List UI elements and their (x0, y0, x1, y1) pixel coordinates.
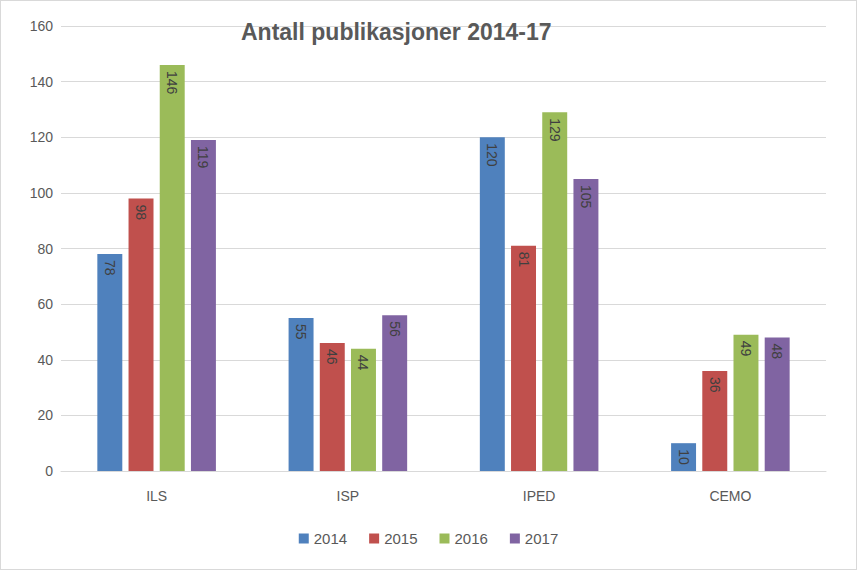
svg-text:120: 120 (30, 129, 54, 145)
svg-text:2015: 2015 (384, 530, 417, 547)
svg-text:78: 78 (102, 260, 118, 276)
svg-text:60: 60 (37, 296, 53, 312)
svg-text:CEMO: CEMO (709, 488, 751, 504)
svg-text:46: 46 (324, 349, 340, 365)
svg-text:ILS: ILS (146, 488, 167, 504)
svg-text:160: 160 (30, 18, 54, 34)
svg-text:48: 48 (769, 344, 785, 360)
svg-text:55: 55 (293, 324, 309, 340)
svg-text:Antall publikasjoner 2014-17: Antall publikasjoner 2014-17 (241, 19, 552, 45)
svg-text:10: 10 (676, 449, 692, 465)
svg-text:81: 81 (516, 252, 532, 268)
svg-text:2017: 2017 (525, 530, 558, 547)
svg-text:0: 0 (45, 463, 53, 479)
svg-text:2016: 2016 (455, 530, 488, 547)
svg-text:146: 146 (164, 71, 180, 95)
svg-text:80: 80 (37, 241, 53, 257)
svg-text:44: 44 (355, 355, 371, 371)
svg-text:129: 129 (547, 118, 563, 142)
svg-text:119: 119 (195, 146, 211, 169)
svg-text:105: 105 (578, 185, 594, 209)
svg-text:140: 140 (30, 74, 54, 90)
svg-text:IPED: IPED (523, 488, 556, 504)
svg-text:98: 98 (133, 204, 149, 220)
svg-text:49: 49 (738, 341, 754, 357)
svg-text:36: 36 (707, 377, 723, 393)
svg-text:100: 100 (30, 185, 54, 201)
svg-text:120: 120 (484, 143, 500, 167)
svg-text:2014: 2014 (314, 530, 347, 547)
svg-text:56: 56 (387, 321, 403, 337)
svg-text:ISP: ISP (337, 488, 360, 504)
svg-text:20: 20 (37, 407, 53, 423)
svg-text:40: 40 (37, 352, 53, 368)
